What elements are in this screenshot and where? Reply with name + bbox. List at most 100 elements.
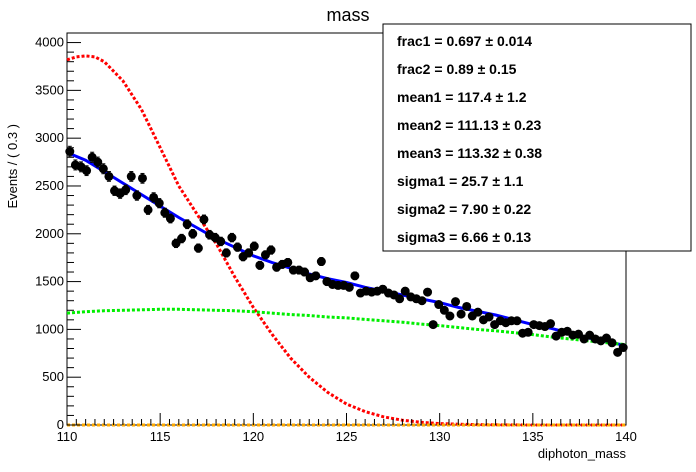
stat-error: ± 0.22 (492, 201, 531, 217)
data-point (104, 171, 114, 181)
data-point (473, 307, 483, 317)
x-axis-label: diphoton_mass (538, 446, 627, 461)
data-point (249, 241, 259, 251)
stat-value: 25.7 (461, 173, 492, 189)
data-point (395, 294, 405, 304)
x-tick-label: 125 (336, 429, 358, 444)
data-point (512, 316, 522, 326)
stat-name: mean1 = (397, 89, 457, 105)
data-point (182, 219, 192, 229)
y-tick-label: 500 (42, 369, 64, 384)
data-point (227, 233, 237, 243)
x-tick-label: 110 (57, 429, 78, 444)
data-point (98, 164, 108, 174)
data-points (65, 145, 628, 357)
stat-error: ± 0.23 (503, 117, 542, 133)
data-point (311, 271, 321, 281)
data-point (484, 312, 494, 322)
data-point (451, 297, 461, 307)
stat-row: sigma1 = 25.7 ± 1.1 (397, 173, 524, 189)
y-tick-label: 2000 (35, 226, 64, 241)
stat-row: sigma3 = 6.66 ± 0.13 (397, 229, 531, 245)
stat-error: ± 1.1 (492, 173, 523, 189)
stat-error: ± 1.2 (495, 89, 526, 105)
data-point (300, 267, 310, 277)
series-component-1 (66, 54, 626, 427)
data-point (244, 248, 254, 258)
data-point (417, 296, 427, 306)
stat-name: mean2 = (397, 117, 457, 133)
stat-row: mean1 = 117.4 ± 1.2 (397, 89, 527, 105)
stat-name: mean3 = (397, 145, 457, 161)
x-tick-label: 135 (522, 429, 544, 444)
x-tick-label: 120 (242, 429, 264, 444)
stat-value: 7.90 (461, 201, 492, 217)
y-tick-label: 4000 (35, 35, 64, 50)
data-point (546, 319, 556, 329)
data-point (618, 343, 628, 353)
data-point (607, 338, 617, 348)
data-point (65, 147, 75, 157)
data-point (283, 257, 293, 267)
axis-ticks: 110 115 120 125 130 135 140 0 500 1000 1500 2000 250… (35, 32, 637, 444)
stat-row: sigma2 = 7.90 ± 0.22 (397, 201, 531, 217)
data-point (149, 192, 159, 202)
data-point (199, 214, 209, 224)
data-point (143, 205, 153, 215)
stat-name: frac1 = (397, 33, 446, 49)
data-point (434, 300, 444, 310)
data-point (137, 173, 147, 183)
x-tick-label: 130 (429, 429, 451, 444)
y-tick-label: 1500 (35, 274, 64, 289)
stat-value: 111.13 (457, 117, 502, 133)
data-point (188, 229, 198, 239)
data-point (423, 287, 433, 297)
y-axis-label: Events / ( 0.3 ) (5, 124, 20, 209)
stat-error: ± 0.014 (485, 33, 532, 49)
data-point (154, 198, 164, 208)
x-tick-label: 140 (615, 429, 637, 444)
data-point (177, 234, 187, 244)
data-point (344, 282, 354, 292)
data-point (82, 166, 92, 176)
x-tick-label: 115 (150, 429, 171, 444)
series-component-2 (66, 307, 627, 347)
data-point (462, 301, 472, 311)
data-point (456, 309, 466, 319)
stat-error: ± 0.15 (478, 61, 517, 77)
data-point (255, 260, 265, 270)
data-point (216, 236, 226, 246)
stat-value: 113.32 (457, 145, 503, 161)
stat-name: sigma3 = (397, 229, 461, 245)
stat-row: mean3 = 113.32 ± 0.38 (397, 145, 542, 161)
stats-box-border (382, 23, 692, 252)
data-point (160, 208, 170, 218)
y-tick-label: 3500 (35, 82, 64, 97)
y-tick-label: 0 (57, 417, 64, 432)
data-point (439, 305, 449, 315)
stat-value: 6.66 (461, 229, 492, 245)
stat-value: 0.89 (446, 61, 477, 77)
data-point (221, 248, 231, 258)
stat-error: ± 0.13 (492, 229, 531, 245)
stat-error: ± 0.38 (503, 145, 542, 161)
data-point (126, 171, 136, 181)
data-point (428, 320, 438, 330)
stat-row: mean2 = 111.13 ± 0.23 (397, 117, 542, 133)
data-point (93, 157, 103, 167)
stat-name: sigma1 = (397, 173, 461, 189)
fit-parameters-box: frac1 = 0.697 ± 0.014 frac2 = 0.89 ± 0.15… (382, 23, 692, 252)
stat-row: frac1 = 0.697 ± 0.014 (397, 33, 532, 49)
data-point (132, 191, 142, 201)
stat-value: 0.697 (446, 33, 485, 49)
data-point (400, 286, 410, 296)
y-tick-label: 1000 (35, 321, 64, 336)
y-tick-label: 3000 (35, 130, 64, 145)
stat-name: sigma2 = (397, 201, 461, 217)
data-point (523, 327, 533, 337)
data-point (445, 311, 455, 321)
stat-value: 117.4 (457, 89, 495, 105)
data-point (165, 213, 175, 223)
data-point (350, 271, 360, 281)
